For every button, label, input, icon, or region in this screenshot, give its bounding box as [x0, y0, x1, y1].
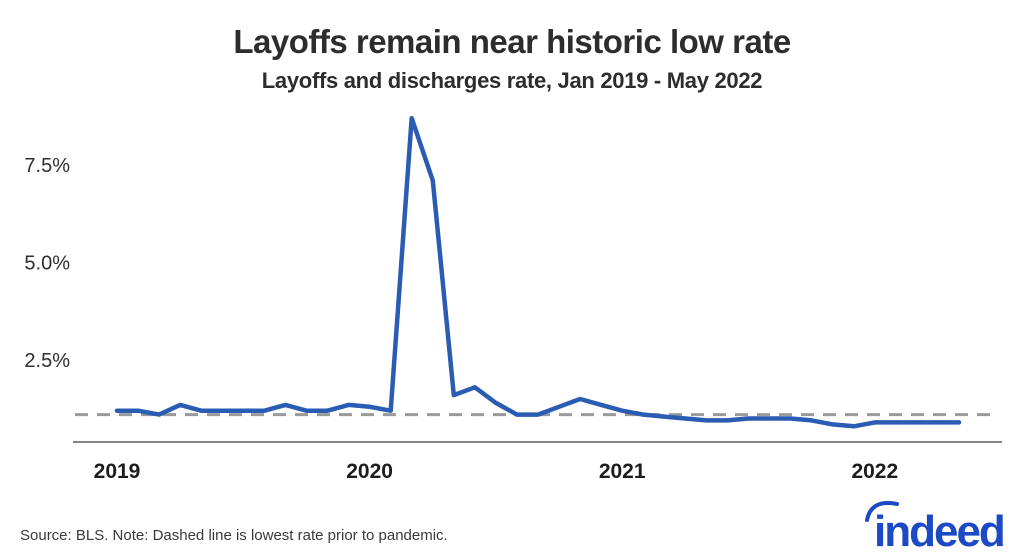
- y-axis-tick-label: 2.5%: [24, 350, 70, 372]
- x-axis-tick-label: 2021: [599, 460, 646, 483]
- logo-wordmark: indeed: [874, 507, 1004, 556]
- source-note: Source: BLS. Note: Dashed line is lowest…: [20, 527, 448, 544]
- x-axis-tick-label: 2020: [346, 460, 393, 483]
- indeed-logo: indeed: [865, 501, 1006, 556]
- data-line: [114, 115, 962, 429]
- chart-subtitle: Layoffs and discharges rate, Jan 2019 - …: [261, 68, 763, 93]
- y-axis-tick-label: 7.5%: [24, 155, 70, 177]
- chart-title: Layoffs remain near historic low rate: [233, 23, 791, 60]
- x-axis-tick-label: 2022: [851, 460, 898, 483]
- y-axis-tick-label: 5.0%: [24, 253, 70, 275]
- x-axis-tick-label: 2019: [94, 460, 141, 483]
- logo-arc-icon: [865, 501, 899, 522]
